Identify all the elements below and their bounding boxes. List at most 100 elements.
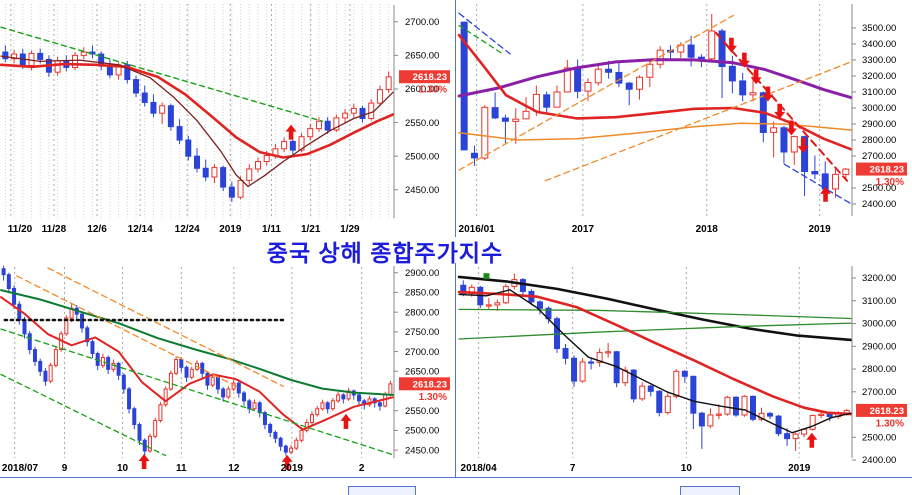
svg-text:7: 7 [570, 463, 576, 474]
chart-panel-monthly[interactable]: 3500.00 3400.00 3300.00 3200.00 3100.00 3000.… [456, 0, 912, 248]
svg-text:12/24: 12/24 [175, 224, 200, 235]
svg-text:2850.00: 2850.00 [405, 288, 439, 299]
ma-60-green-line [0, 289, 394, 396]
svg-text:11: 11 [176, 463, 187, 474]
svg-text:2500.00: 2500.00 [405, 151, 439, 162]
svg-text:3000.00: 3000.00 [862, 319, 896, 330]
last-price-tag: 2618.23 1.30% [399, 377, 450, 403]
chart-panel-weekly[interactable]: 3200.00 3100.00 3000.00 2900.00 2800.00 2700.… [456, 263, 912, 495]
svg-text:2450.00: 2450.00 [405, 185, 439, 196]
svg-text:2016/01: 2016/01 [459, 224, 496, 235]
candlesticks [1, 265, 393, 457]
ma-5-darkred-line [0, 55, 394, 188]
svg-text:3000.00: 3000.00 [862, 103, 896, 114]
candlesticks [460, 14, 850, 198]
svg-text:1/21: 1/21 [301, 224, 321, 235]
change-percent: 1.30% [876, 418, 904, 429]
svg-text:2019: 2019 [219, 224, 242, 235]
svg-text:3200.00: 3200.00 [862, 71, 896, 82]
svg-text:2400.00: 2400.00 [862, 199, 896, 210]
svg-text:2900.00: 2900.00 [862, 119, 896, 130]
svg-text:3500.00: 3500.00 [862, 23, 896, 34]
trendline-green-line [0, 26, 324, 122]
up-arrow-icon [806, 432, 818, 448]
cutoff-widget-left[interactable] [348, 486, 416, 495]
change-percent: 1.30% [876, 177, 904, 188]
y-axis-labels: 2900.00 2850.00 2800.00 2750.00 2700.00 2650.… [394, 268, 439, 456]
y-axis-labels: 2700.00 2650.00 2600.00 2550.00 2500.00 2450.… [394, 17, 439, 196]
svg-text:1/11: 1/11 [262, 224, 281, 235]
ma-20-red-line [0, 62, 395, 159]
down-arrow-icon [785, 120, 797, 136]
svg-text:2019: 2019 [281, 463, 304, 474]
window-divider-vertical-bottom [455, 263, 456, 477]
svg-text:12/6: 12/6 [87, 224, 107, 235]
last-price-tag: 2618.23 1.30% [399, 70, 450, 96]
svg-text:9: 9 [62, 463, 68, 474]
up-arrow-icon [281, 454, 293, 470]
x-axis-labels: 2018/07 9 10 11 12 2019 2 [2, 463, 365, 474]
signal-arrows [806, 432, 818, 448]
x-axis-labels: 2018/04 7 10 2019 [461, 463, 811, 474]
svg-text:12: 12 [228, 463, 240, 474]
trend-blue-topleft-line [458, 12, 511, 55]
signal-arrows [138, 413, 352, 470]
uptrend-orange-b-line [544, 61, 852, 182]
svg-text:2017: 2017 [572, 224, 595, 235]
svg-text:11/28: 11/28 [42, 224, 67, 235]
ma-long-purple-line [457, 58, 853, 100]
svg-text:2650.00: 2650.00 [405, 51, 439, 62]
ma-5w-black-line [458, 289, 852, 434]
candlesticks [460, 273, 850, 451]
trend-green-topleft-line [458, 24, 505, 56]
halfyear-chart-canvas[interactable]: 2900.00 2850.00 2800.00 2750.00 2700.00 2650.… [0, 263, 455, 495]
svg-text:2800.00: 2800.00 [405, 307, 439, 318]
svg-text:3400.00: 3400.00 [862, 39, 896, 50]
down-arrow-icon [797, 138, 809, 154]
svg-text:2400.00: 2400.00 [862, 455, 896, 466]
up-arrow-icon [340, 413, 352, 429]
svg-text:2: 2 [359, 463, 365, 474]
monthly-chart-canvas[interactable]: 3500.00 3400.00 3300.00 3200.00 3100.00 3000.… [456, 0, 912, 248]
svg-text:2700.00: 2700.00 [862, 387, 896, 398]
cutoff-widget-right[interactable] [680, 486, 740, 495]
svg-text:2750.00: 2750.00 [405, 327, 439, 338]
svg-text:2450.00: 2450.00 [405, 445, 439, 456]
last-price-value: 2618.23 [870, 406, 904, 417]
svg-text:2550.00: 2550.00 [405, 118, 439, 129]
channel-green-b-line [458, 322, 852, 340]
signal-arrows [285, 124, 297, 140]
up-arrow-icon [820, 186, 832, 202]
svg-text:11/20: 11/20 [8, 224, 33, 235]
svg-text:3100.00: 3100.00 [862, 296, 896, 307]
chart-panel-daily[interactable]: 2700.00 2650.00 2600.00 2550.00 2500.00 2450.… [0, 0, 455, 248]
ma-60w-black-line [457, 275, 853, 342]
last-price-value: 2618.23 [870, 165, 904, 176]
svg-text:3200.00: 3200.00 [862, 273, 896, 284]
last-price-value: 2618.23 [413, 379, 447, 390]
svg-text:2018: 2018 [696, 224, 719, 235]
weekly-chart-canvas[interactable]: 3200.00 3100.00 3000.00 2900.00 2800.00 2700.… [456, 263, 912, 495]
window-divider-vertical-top [455, 0, 456, 237]
svg-text:2019: 2019 [788, 463, 811, 474]
chart-panel-halfyear[interactable]: 2900.00 2850.00 2800.00 2750.00 2700.00 2650.… [0, 263, 455, 495]
svg-text:2800.00: 2800.00 [862, 135, 896, 146]
downtrend-orange-b-line [47, 267, 284, 387]
downtrend-green-b-line [0, 373, 167, 457]
window-border-bottom [0, 477, 912, 478]
svg-text:2700.00: 2700.00 [405, 17, 439, 28]
svg-text:3300.00: 3300.00 [862, 55, 896, 66]
downtrend-green-a-line [0, 328, 394, 456]
gridlines [4, 4, 390, 218]
daily-chart-canvas[interactable]: 2700.00 2650.00 2600.00 2550.00 2500.00 2450.… [0, 0, 455, 248]
ma-20w-red-line [457, 290, 853, 416]
svg-text:2500.00: 2500.00 [405, 426, 439, 437]
ma-20-red-line [0, 296, 394, 431]
down-arrow-icon [762, 86, 774, 102]
svg-text:2800.00: 2800.00 [862, 364, 896, 375]
svg-text:2550.00: 2550.00 [405, 406, 439, 417]
svg-text:12/14: 12/14 [128, 224, 153, 235]
svg-text:2700.00: 2700.00 [405, 347, 439, 358]
svg-text:2018/07: 2018/07 [2, 463, 39, 474]
